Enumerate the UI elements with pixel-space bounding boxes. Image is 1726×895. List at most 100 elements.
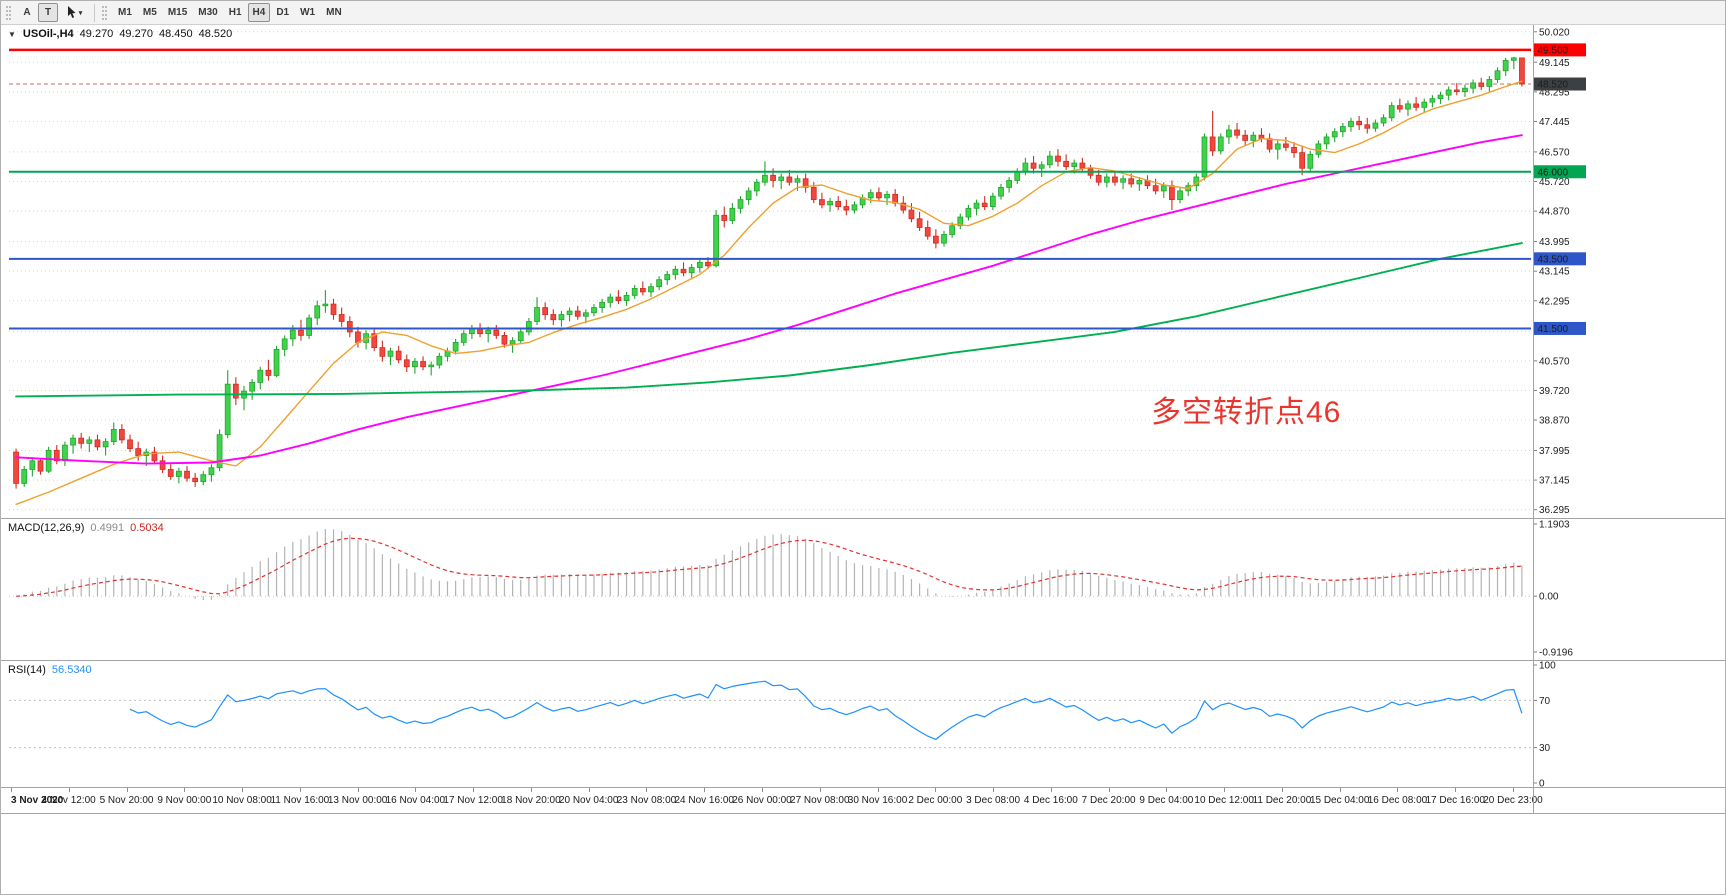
price-axis-label: 37.145 [1539,476,1570,487]
arrow-tool-button[interactable]: ▾ [59,2,89,23]
candle-body [62,444,68,462]
time-tick [11,788,12,792]
candle-body [542,307,549,315]
time-label: 9 Dec 04:00 [1139,795,1194,806]
candle-body [37,460,44,472]
time-label: 11 Nov 16:00 [270,795,330,806]
timeframe-drag-handle[interactable] [101,5,108,21]
candle-body [1022,162,1029,173]
price-tag-label: 46.000 [1538,167,1569,178]
tf-button-MN[interactable]: MN [321,3,347,22]
candle-body [330,303,337,315]
time-tick [1455,788,1457,792]
tf-button-M5[interactable]: M5 [138,3,162,22]
rsi-panel[interactable]: 100 70 30 0 [1,661,1726,787]
candle-body [1030,162,1037,169]
candle-body [403,359,410,368]
candle-body [924,227,931,237]
candle-body [110,429,117,443]
time-tick [588,788,590,792]
time-tick [1513,788,1514,792]
candle-body [94,439,101,448]
rsi-line [129,680,1523,740]
time-label: 26 Nov 00:00 [732,795,792,806]
drag-dots-icon [102,5,107,20]
time-label: 16 Dec 08:00 [1367,795,1428,806]
candle-body [192,477,199,483]
ma-medium [15,134,1523,465]
candle-body [13,451,19,484]
candle-body [941,234,947,244]
tf-button-M15[interactable]: M15 [163,3,192,22]
time-tick [1108,788,1110,792]
candle-body [501,335,508,345]
tf-button-W1[interactable]: W1 [295,3,320,22]
time-tick [993,788,995,792]
candle-body [45,449,52,472]
tf-button-H1[interactable]: H1 [224,3,247,22]
candle-body [1201,136,1208,178]
macd-main-value: 0.4991 [90,522,125,534]
time-label: 16 Nov 04:00 [385,795,446,806]
panel-divider[interactable] [1,518,1725,519]
timeframe-group: M1 M5 M15 M30 H1 H4 D1 W1 MN [113,3,347,22]
candle-body [216,434,223,469]
price-axis-label: 47.445 [1539,117,1570,128]
price-tag [1534,165,1586,179]
tf-button-D1[interactable]: D1 [271,3,294,22]
price-tag [1534,77,1586,91]
candle-body [1266,138,1273,150]
text-label-tool-button[interactable]: A [17,3,37,22]
tf-button-M30[interactable]: M30 [193,3,222,22]
time-label: 2 Dec 00:00 [908,795,963,806]
text-tool-button[interactable]: T [38,3,58,22]
time-tick [1050,788,1052,792]
macd-axis-label: 0.00 [1539,592,1559,603]
candle-body [1046,155,1053,166]
chart-region[interactable]: 50.020 49.145 48.295 47.445 46.570 45.720 44.8… [1,25,1726,814]
candle-body [908,209,915,220]
macd-axis-label: 1.1903 [1539,520,1570,531]
candle-body [175,470,182,477]
panel-divider[interactable] [1,660,1725,661]
time-label: 7 Dec 20:00 [1081,795,1136,806]
candle-body [1079,162,1086,169]
candle-body [1291,146,1297,154]
macd-axis-label: -0.9196 [1539,648,1573,659]
candle-body [53,449,60,462]
candle-body [21,469,28,484]
macd-panel[interactable]: 1.1903 0.00 -0.9196 [1,519,1726,660]
tf-button-M1[interactable]: M1 [113,3,137,22]
time-tick [877,788,879,792]
time-tick [242,788,244,792]
rsi-axis-label: 30 [1539,743,1551,754]
macd-signal-value: 0.5034 [130,522,164,534]
candle-body [1494,70,1501,80]
candle-body [395,350,402,361]
candle-body [1502,59,1509,72]
price-tag-label: 48.520 [1538,80,1569,91]
tf-button-H4[interactable]: H4 [247,3,271,22]
title-dropdown-icon[interactable]: ▼ [8,30,16,39]
rsi-axis-label: 0 [1539,779,1545,788]
candle-body [786,176,793,183]
candle-body [582,312,589,317]
price-axis-label: 36.295 [1539,505,1570,516]
candle-body [705,261,711,267]
candle-body [1177,190,1183,201]
macd-signal-line [16,537,1522,597]
candle-body [257,369,264,383]
candle-body [1160,185,1167,192]
time-label: 30 Nov 16:00 [847,795,908,806]
price-axis-separator [1533,25,1534,813]
main-chart[interactable]: 50.020 49.145 48.295 47.445 46.570 45.720 44.8… [1,25,1726,518]
time-label: 11 Dec 20:00 [1252,795,1312,806]
toolbar-drag-handle[interactable] [5,5,12,21]
candle-body [1396,105,1403,110]
candle-body [119,429,125,441]
candle-body [1470,82,1476,89]
time-axis[interactable]: 3 Nov 2020 4 Nov 12:00 5 Nov 20:00 9 Nov 00… [1,788,1725,813]
candle-body [86,439,93,444]
candle-body [298,329,304,336]
candle-body [770,174,776,181]
